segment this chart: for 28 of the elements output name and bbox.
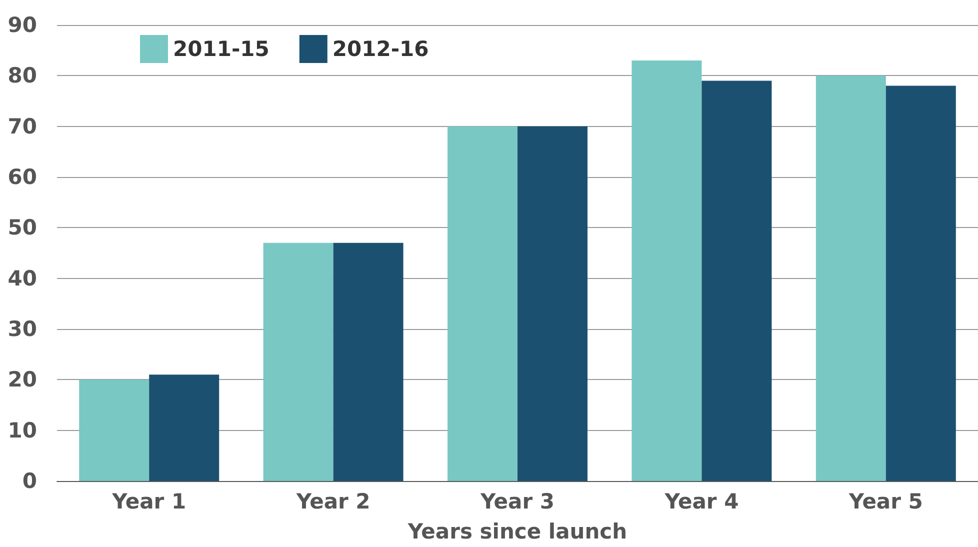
y-tick-label: 90	[8, 13, 37, 37]
x-tick-label: Year 1	[111, 490, 186, 514]
legend-label: 2011-15	[173, 37, 270, 61]
bar	[632, 60, 702, 481]
y-tick-label: 20	[8, 368, 37, 392]
y-tick-label: 60	[8, 165, 37, 189]
y-tick-label: 10	[8, 418, 37, 442]
x-axis-title: Years since launch	[406, 520, 628, 544]
bar	[263, 242, 334, 481]
bar	[448, 126, 518, 481]
x-tick-label: Year 4	[664, 490, 739, 514]
x-tick-label: Year 5	[848, 490, 923, 514]
bar	[333, 242, 404, 481]
y-tick-label: 80	[8, 64, 37, 88]
bar	[79, 380, 150, 481]
y-tick-label: 30	[8, 317, 37, 341]
y-tick-label: 70	[8, 114, 37, 138]
bar	[149, 374, 220, 481]
bar	[886, 86, 956, 481]
bar	[702, 80, 772, 481]
y-tick-label: 0	[22, 469, 37, 493]
y-tick-label: 40	[8, 266, 37, 290]
x-tick-label: Year 3	[480, 490, 554, 514]
x-tick-label: Year 2	[295, 490, 370, 514]
bar	[816, 76, 886, 481]
legend-label: 2012-16	[332, 37, 429, 61]
y-tick-label: 50	[8, 216, 37, 240]
bar	[518, 126, 588, 481]
